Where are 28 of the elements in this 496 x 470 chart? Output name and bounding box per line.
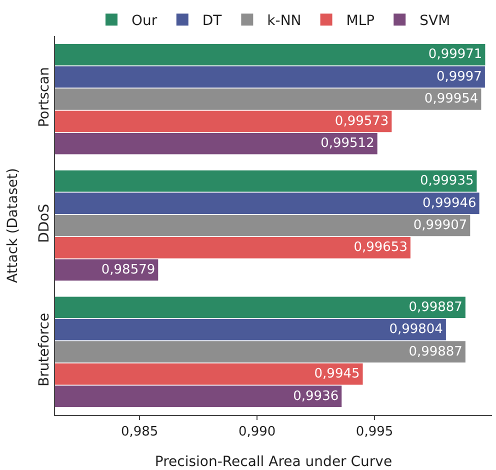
data-label: 0,99887 bbox=[408, 300, 462, 315]
data-label: 0,99907 bbox=[413, 218, 468, 233]
data-label: 0,99935 bbox=[420, 174, 474, 189]
data-label: 0,98579 bbox=[101, 262, 156, 278]
x-axis-title: Precision-Recall Area under Curve bbox=[154, 454, 392, 470]
x-tick-label: 0,985 bbox=[120, 424, 158, 440]
y-axis-title: Attack (Dataset) bbox=[5, 168, 21, 283]
data-label: 0,99954 bbox=[424, 92, 478, 107]
data-label: 0,99946 bbox=[422, 196, 476, 211]
data-label: 0,99653 bbox=[354, 240, 408, 256]
data-label: 0,99887 bbox=[408, 344, 462, 360]
legend-label: k-NN bbox=[267, 13, 302, 30]
y-tick-label: DDoS bbox=[36, 204, 52, 243]
y-tick-label: Portscan bbox=[36, 66, 52, 128]
x-tick-label: 0,995 bbox=[356, 424, 394, 440]
legend-label: Our bbox=[132, 13, 158, 30]
y-tick-label: Bruteforce bbox=[36, 312, 52, 387]
legend-label: SVM bbox=[420, 13, 450, 30]
legend-label: DT bbox=[202, 13, 222, 30]
x-tick-label: 0,990 bbox=[238, 424, 276, 440]
data-label: 0,99804 bbox=[389, 322, 443, 338]
data-label: 0,9997 bbox=[436, 69, 482, 84]
data-label: 0,99512 bbox=[320, 136, 374, 152]
data-label: 0,99573 bbox=[334, 114, 389, 129]
data-label: 0,9945 bbox=[314, 366, 360, 382]
legend-label: MLP bbox=[346, 13, 375, 30]
data-label: 0,99971 bbox=[428, 47, 482, 62]
data-label: 0,9936 bbox=[293, 388, 339, 404]
